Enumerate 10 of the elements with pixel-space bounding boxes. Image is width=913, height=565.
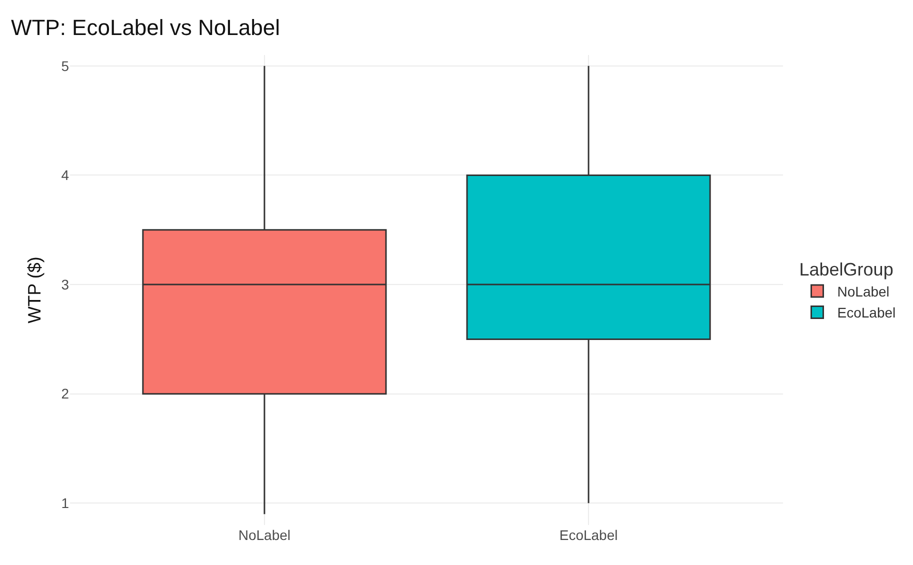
y-axis-title: WTP ($) [24,256,44,324]
legend-title: LabelGroup [799,259,894,280]
y-tick-label: 3 [61,276,70,292]
y-tick-label: 1 [61,495,70,512]
y-tick-label: 2 [61,386,70,402]
y-tick-label: 5 [61,58,70,74]
legend-label: NoLabel [837,283,890,300]
y-tick-label: 4 [61,167,70,184]
chart-title: WTP: EcoLabel vs NoLabel [10,15,280,40]
legend-label: EcoLabel [837,304,896,321]
